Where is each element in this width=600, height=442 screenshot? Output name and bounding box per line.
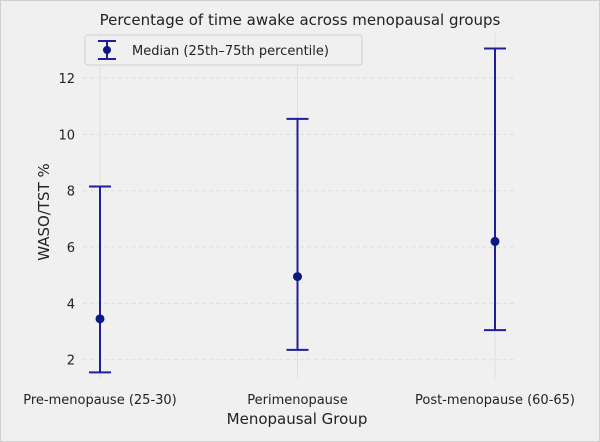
y-tick-label: 12 <box>58 72 75 87</box>
y-axis-label: WASO/TST % <box>35 163 53 261</box>
legend-label: Median (25th–75th percentile) <box>132 44 329 59</box>
y-tick-label: 6 <box>67 241 75 256</box>
legend: Median (25th–75th percentile) <box>84 34 363 66</box>
series-layer <box>89 47 506 374</box>
y-tick-label: 8 <box>67 185 75 200</box>
grid <box>83 33 515 378</box>
x-tick-label: Post-menopause (60-65) <box>415 393 575 408</box>
y-tick-label: 10 <box>58 128 75 143</box>
median-point <box>95 314 105 324</box>
median-point <box>293 272 302 282</box>
x-tick-labels: Pre-menopause (25-30) Perimenopause Post-m… <box>23 393 575 408</box>
chart-title: Percentage of time awake across menopaus… <box>100 11 501 29</box>
y-tick-label: 4 <box>67 297 75 312</box>
x-tick-label: Pre-menopause (25-30) <box>23 393 177 408</box>
median-point <box>490 236 500 246</box>
legend-box <box>84 34 363 66</box>
y-tick-label: 2 <box>67 354 75 369</box>
y-tick-labels: 2 4 6 8 10 12 <box>58 72 75 369</box>
x-tick-label: Perimenopause <box>247 393 347 408</box>
legend-marker <box>103 46 111 54</box>
x-axis-label: Menopausal Group <box>227 410 368 428</box>
